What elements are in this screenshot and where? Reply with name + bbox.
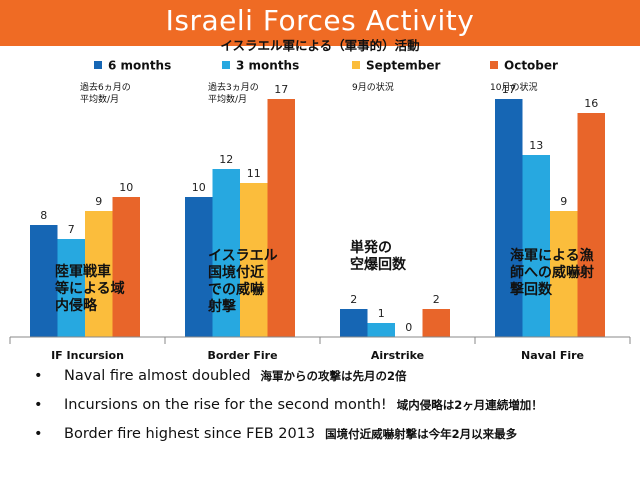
- bar: [495, 99, 523, 337]
- bar: [185, 197, 213, 337]
- title-bar: [0, 0, 640, 46]
- bullet-dot-icon: •: [34, 426, 43, 442]
- legend-label: 6 months: [108, 59, 171, 73]
- bar-value-label: 13: [529, 139, 543, 152]
- bar: [422, 309, 450, 337]
- chart-annotation: イスラエル: [208, 248, 278, 264]
- bar-value-label: 2: [350, 293, 357, 306]
- bar-value-label: 2: [433, 293, 440, 306]
- bullet-item: • Border fire highest since FEB 2013 国境付近威…: [34, 426, 517, 452]
- bar-value-label: 0: [405, 321, 412, 334]
- legend-swatch: [222, 61, 230, 69]
- chart-annotation: 等による域: [55, 280, 125, 297]
- bar: [267, 99, 295, 337]
- legend-swatch: [352, 61, 360, 69]
- bullet-item: • Incursions on the rise for the second m…: [34, 397, 543, 423]
- bar: [112, 197, 140, 337]
- bullet-jp-text: 海軍からの攻撃は先月の2倍: [260, 369, 407, 383]
- bar: [240, 183, 268, 337]
- bar-value-label: 10: [192, 181, 206, 194]
- chart-annotation: 単発の: [350, 239, 392, 256]
- legend-label: 3 months: [236, 59, 299, 73]
- legend-note: 9月の状況: [352, 81, 394, 93]
- x-tick-label: Naval Fire: [521, 349, 584, 362]
- bar: [367, 323, 395, 337]
- bar: [85, 211, 113, 337]
- bar: [522, 155, 550, 337]
- bar: [577, 113, 605, 337]
- x-tick-label: Airstrike: [371, 349, 424, 362]
- chart-annotation: 海軍による漁: [510, 247, 594, 264]
- bar-value-label: 7: [68, 223, 75, 236]
- bar-value-label: 17: [502, 83, 516, 96]
- slide-title: Israeli Forces Activity: [165, 4, 475, 37]
- slide-subtitle: イスラエル軍による（軍事的）活動: [220, 38, 420, 53]
- legend-label: September: [366, 59, 440, 73]
- x-tick-label: IF Incursion: [51, 349, 124, 362]
- bar-value-label: 9: [95, 195, 102, 208]
- bullet-jp-text: 域内侵略は2ヶ月連続増加！: [396, 398, 543, 412]
- x-tick-label: Border Fire: [207, 349, 277, 362]
- legend-note: 平均数/月: [208, 93, 247, 105]
- bar-value-label: 9: [560, 195, 567, 208]
- bar-value-label: 8: [40, 209, 47, 222]
- legend-note: 過去6ヵ月の: [80, 81, 131, 93]
- bullet-text: Border fire highest since FEB 2013: [64, 426, 316, 442]
- legend-swatch: [490, 61, 498, 69]
- chart-annotation: 師への威嚇射: [510, 264, 594, 281]
- legend-label: October: [504, 59, 558, 73]
- chart-annotation: 陸軍戦車: [55, 263, 111, 280]
- bar: [550, 211, 578, 337]
- bar-value-label: 16: [584, 97, 598, 110]
- legend-note: 平均数/月: [80, 93, 119, 105]
- chart-annotation: 撃回数: [510, 281, 553, 298]
- bar-value-label: 1: [378, 307, 385, 320]
- bullet-dot-icon: •: [34, 397, 43, 413]
- bullet-item: • Naval fire almost doubled 海軍からの攻撃は先月の2倍: [34, 368, 407, 394]
- chart-annotation: 内侵略: [55, 297, 98, 314]
- chart-annotation: 国境付近: [208, 264, 264, 281]
- bar: [57, 239, 85, 337]
- bullet-jp-text: 国境付近威嚇射撃は今年2月以来最多: [325, 427, 518, 441]
- chart-annotation: 空爆回数: [350, 256, 407, 273]
- bar-value-label: 10: [119, 181, 133, 194]
- chart-annotation: での威嚇: [208, 281, 264, 298]
- bullet-text: Naval fire almost doubled: [64, 368, 251, 384]
- bar-value-label: 11: [247, 167, 261, 180]
- legend-swatch: [94, 61, 102, 69]
- bullet-dot-icon: •: [34, 368, 43, 384]
- legend-note: 過去3ヵ月の: [208, 81, 259, 93]
- bar-value-label: 12: [219, 153, 233, 166]
- bar-value-label: 17: [274, 83, 288, 96]
- chart-annotation: 射撃: [207, 298, 236, 315]
- bar: [212, 169, 240, 337]
- bullet-text: Incursions on the rise for the second mo…: [64, 397, 387, 413]
- bar: [30, 225, 58, 337]
- legend-note: 10月の状況: [490, 81, 537, 93]
- bar: [340, 309, 368, 337]
